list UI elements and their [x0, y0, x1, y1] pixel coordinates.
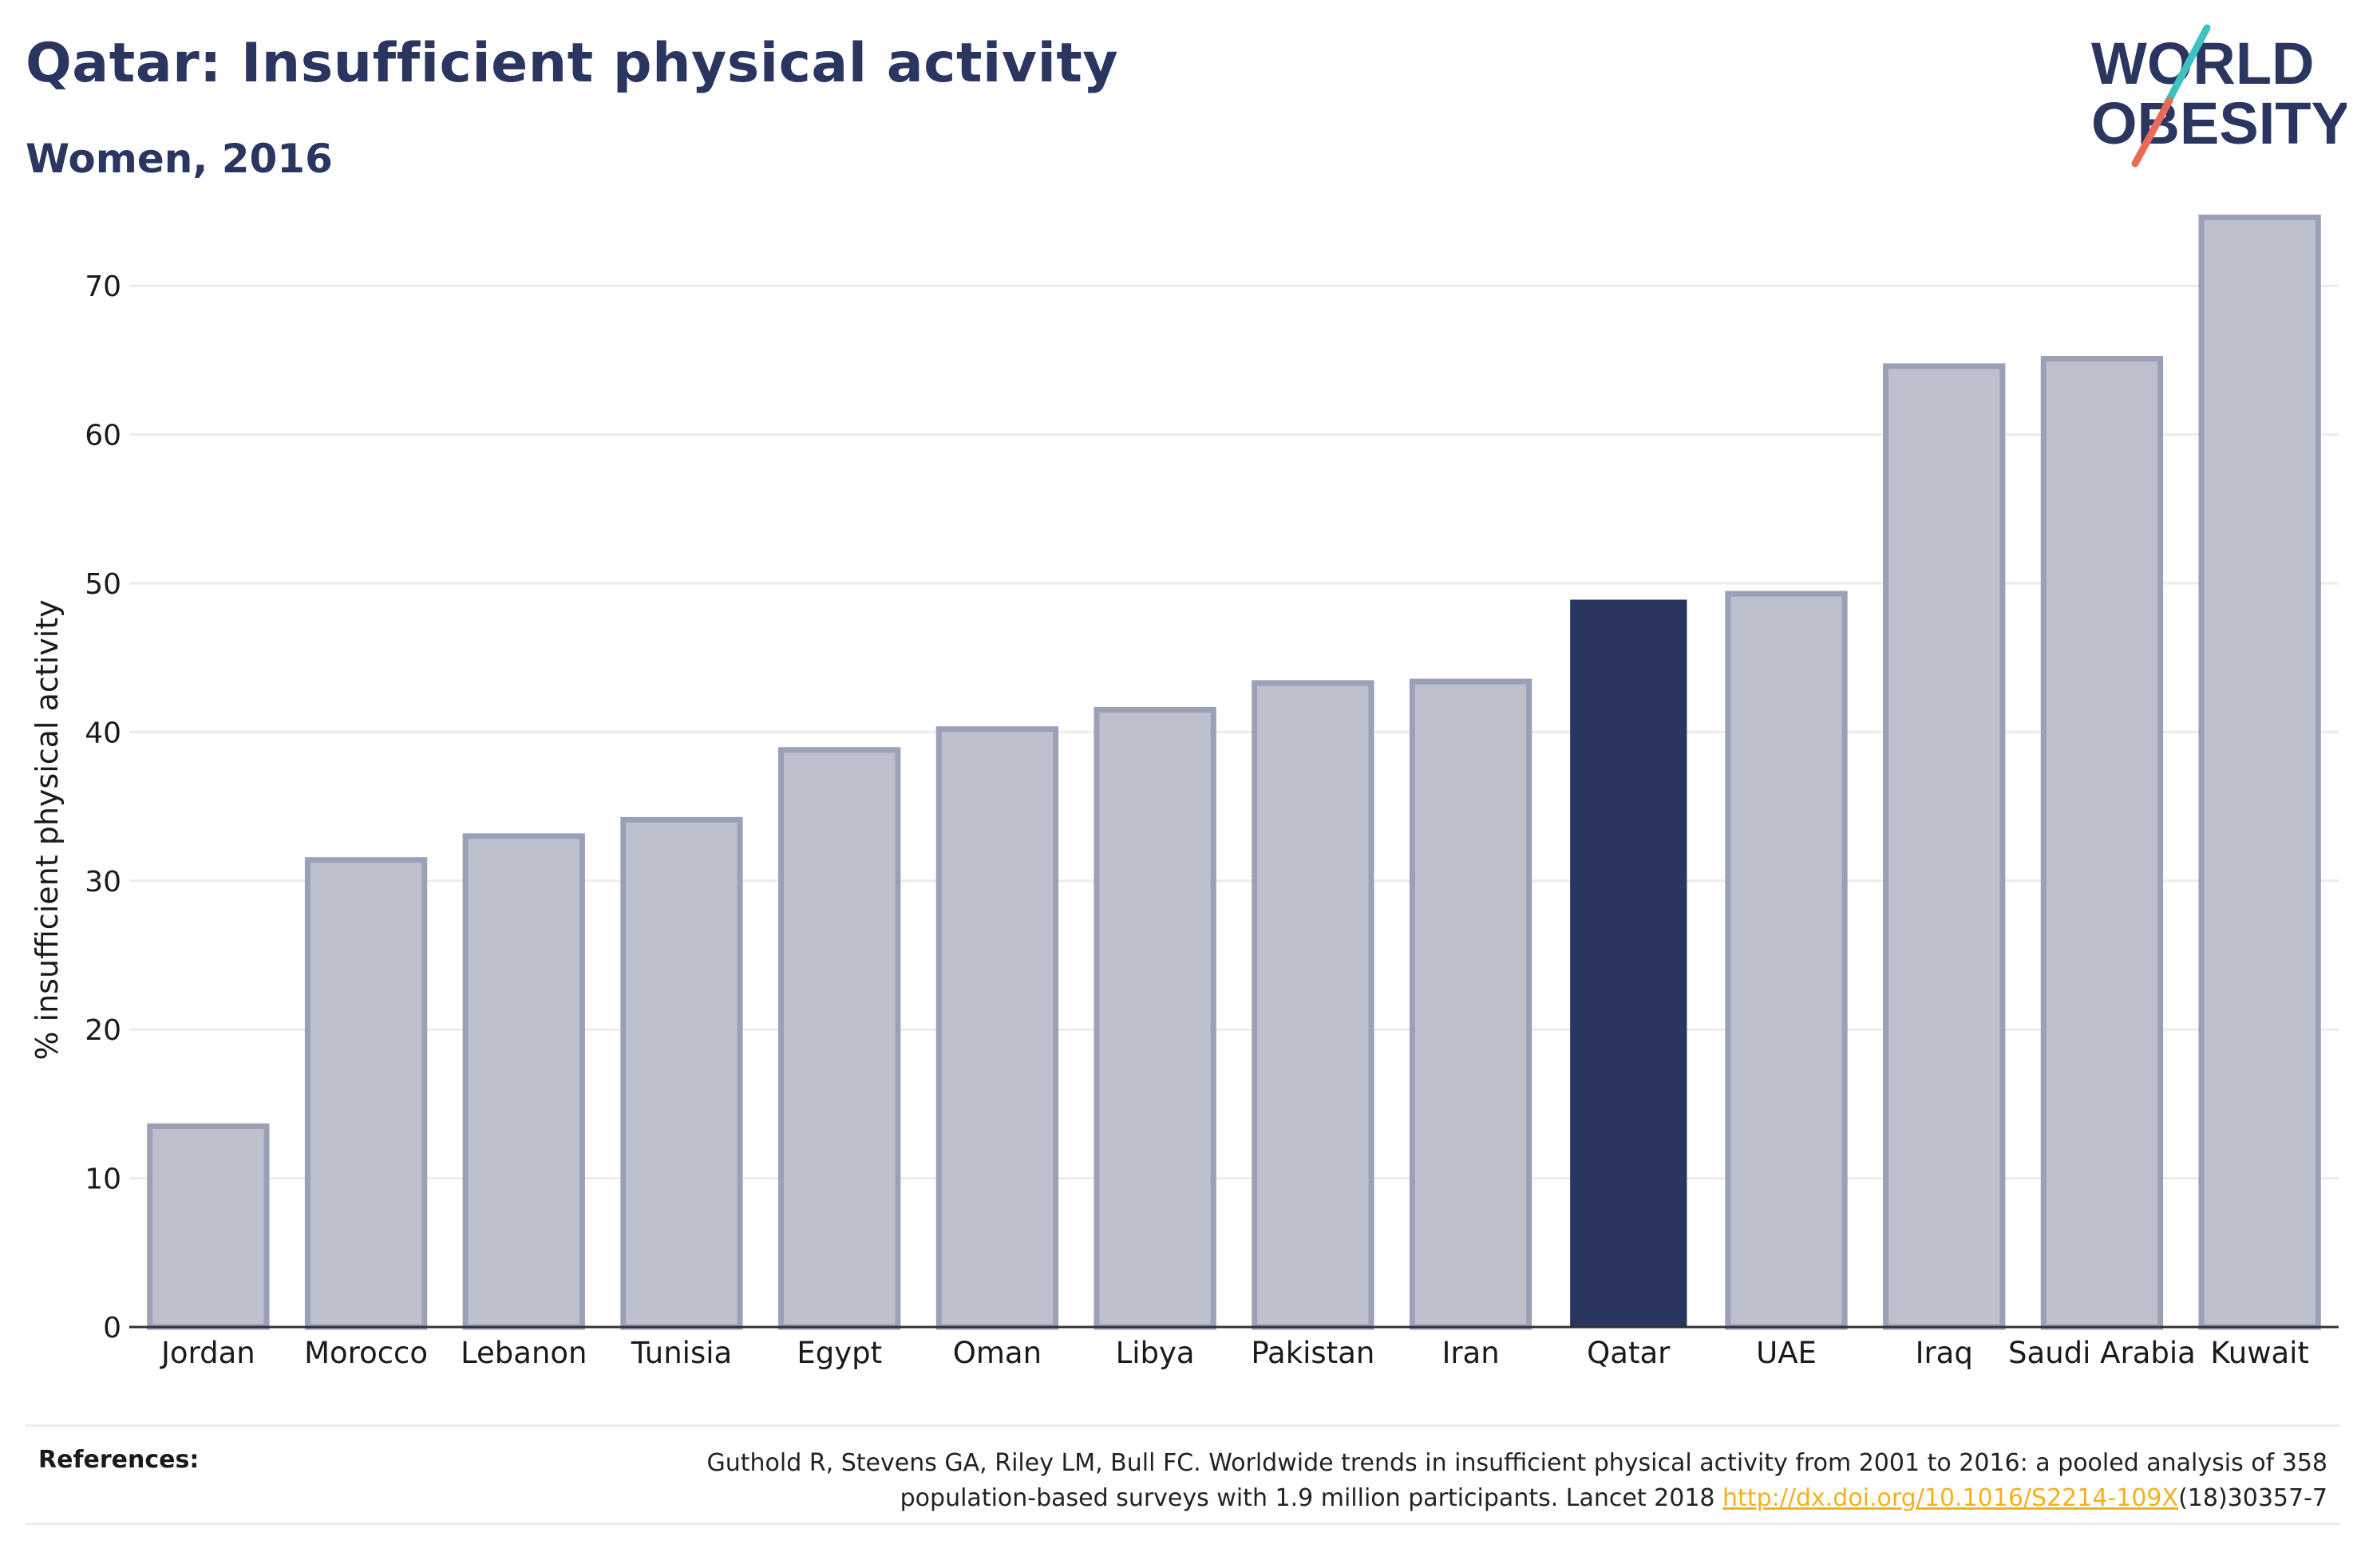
y-tick-label: 70: [85, 271, 121, 303]
bar-highlight-qatar: [1570, 599, 1687, 1327]
bar-tunisia: [620, 816, 743, 1330]
grid-lines: [129, 284, 2339, 1180]
bar-uae: [1725, 590, 1848, 1330]
x-tick-label: Saudi Arabia: [2008, 1336, 2196, 1370]
references-label: References:: [38, 1446, 200, 1474]
references-text: Guthold R, Stevens GA, Riley LM, Bull FC…: [492, 1446, 2327, 1516]
bar-iran: [1409, 678, 1532, 1330]
x-tick-label: Jordan: [160, 1336, 255, 1370]
x-tick-label: Lebanon: [461, 1336, 587, 1370]
bar-egypt: [778, 747, 901, 1330]
x-tick-label: Morocco: [304, 1336, 428, 1370]
bar-saudi-arabia: [2040, 356, 2164, 1330]
world-obesity-logo: WORLD OBESITY: [2091, 24, 2347, 168]
references-divider-top: [26, 1424, 2340, 1427]
bar-iraq: [1883, 363, 2006, 1330]
y-tick-label: 10: [85, 1163, 121, 1196]
chart-subtitle: Women, 2016: [26, 136, 333, 182]
x-tick-label: Egypt: [797, 1336, 882, 1370]
x-tick-label: Tunisia: [631, 1336, 732, 1370]
references-line2-post: (18)30357-7: [2178, 1484, 2327, 1512]
x-tick-label: Pakistan: [1251, 1336, 1374, 1370]
references-divider-bottom: [26, 1523, 2340, 1525]
bar-pakistan: [1252, 680, 1374, 1330]
bar-libya: [1093, 706, 1216, 1330]
bar-lebanon: [462, 833, 585, 1330]
chart-title: Qatar: Insufficient physical activity: [26, 32, 1119, 95]
x-tick-label: Iran: [1442, 1336, 1499, 1370]
x-tick-label: Oman: [953, 1336, 1042, 1370]
y-axis-label: % insufficient physical activity: [30, 599, 65, 1060]
references-doi-link[interactable]: http://dx.doi.org/10.1016/S2214-109X: [1722, 1484, 2179, 1512]
bar-kuwait: [2198, 214, 2321, 1330]
bar-oman: [935, 726, 1059, 1330]
logo-line2: OBESITY: [2091, 90, 2347, 156]
x-tick-label: Kuwait: [2210, 1336, 2309, 1370]
y-tick-label: 60: [85, 420, 121, 452]
bar-jordan: [147, 1123, 270, 1330]
axes: 0 10 20 30 40 50 60 70 Jordan Morocco Lebanon Tunis…: [85, 271, 2339, 1370]
logo-slash-coral: [2131, 97, 2173, 168]
references-line2: population-based surveys with 1.9 millio…: [492, 1481, 2327, 1516]
x-tick-label: Qatar: [1587, 1336, 1671, 1370]
x-tick-label: Iraq: [1916, 1336, 1973, 1370]
references-line2-pre: population-based surveys with 1.9 millio…: [900, 1484, 1723, 1512]
y-tick-label: 40: [85, 717, 121, 749]
x-tick-label: UAE: [1756, 1336, 1817, 1370]
references-line1: Guthold R, Stevens GA, Riley LM, Bull FC…: [706, 1449, 2327, 1477]
x-tick-label: Libya: [1116, 1336, 1195, 1370]
y-tick-label: 20: [85, 1014, 121, 1047]
bar-morocco: [304, 857, 428, 1330]
bars: [147, 214, 2321, 1330]
logo-slash-teal: [2163, 24, 2211, 108]
y-tick-label: 0: [103, 1312, 121, 1345]
y-tick-label: 50: [85, 568, 121, 601]
y-tick-label: 30: [85, 866, 121, 899]
